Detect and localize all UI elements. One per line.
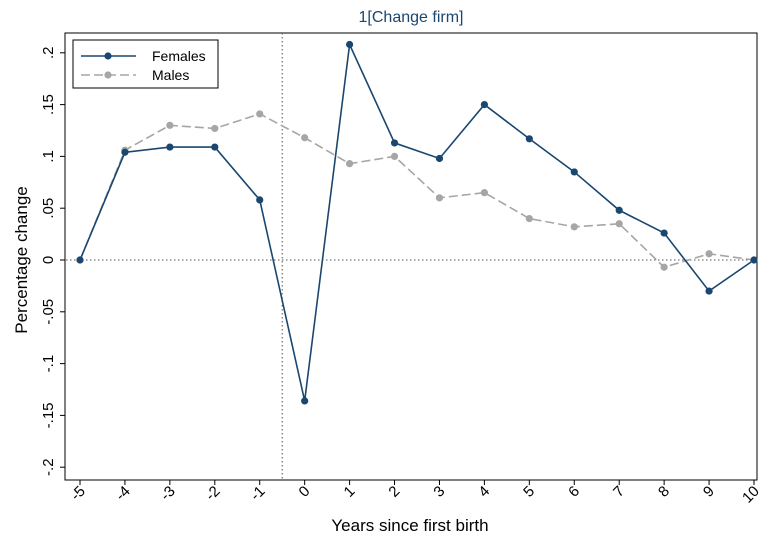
data-point-females [211, 143, 219, 151]
series-line-females [79, 41, 755, 402]
data-point-females [256, 196, 264, 204]
data-point-males [660, 263, 668, 271]
x-tick-label: 0 [296, 483, 314, 501]
y-tick-label: -.05 [40, 299, 57, 325]
x-tick-label: -4 [112, 483, 133, 504]
data-point-males [346, 160, 354, 168]
legend: Females Males [72, 39, 219, 89]
y-tick-label: 0 [40, 256, 57, 264]
data-point-females [121, 148, 129, 156]
x-tick-label: 1 [341, 483, 359, 501]
y-axis-label: Percentage change [12, 186, 31, 333]
x-tick-label: 6 [565, 483, 583, 501]
data-point-females [390, 139, 399, 147]
series-line-males [79, 113, 755, 269]
data-point-males [615, 220, 623, 228]
x-tick-label: 9 [700, 483, 718, 501]
x-tick-label: -3 [157, 483, 178, 504]
x-tick-label: 10 [739, 483, 759, 507]
x-tick-label: 4 [475, 483, 493, 501]
data-point-females [705, 287, 713, 295]
x-tick-label: -5 [67, 483, 88, 504]
data-point-males [390, 152, 399, 160]
y-tick-label: .2 [40, 47, 57, 60]
data-point-males [570, 223, 578, 231]
x-tick-label: 3 [430, 483, 448, 501]
plot-frame [64, 32, 758, 481]
data-point-females [76, 256, 84, 264]
y-tick-label: .05 [40, 198, 57, 219]
data-point-males [525, 214, 533, 223]
data-point-males [480, 189, 488, 197]
x-tick-label: -1 [247, 483, 268, 504]
legend-label-females: Females [152, 48, 206, 64]
y-tick-label: -.2 [40, 458, 57, 476]
data-point-females [750, 256, 758, 264]
data-point-females [660, 229, 668, 237]
chart-title: 1[Change firm] [359, 9, 464, 26]
data-point-males [211, 124, 219, 133]
data-point-males [256, 110, 264, 118]
x-tick-label: 5 [520, 483, 538, 501]
data-point-males [705, 250, 713, 258]
x-tick-label: -2 [202, 483, 223, 504]
x-tick-label: 7 [610, 483, 628, 501]
legend-label-males: Males [152, 67, 189, 83]
y-tick-label: -.1 [40, 355, 57, 373]
y-tick-label: -.15 [40, 402, 57, 428]
y-tick-label: .1 [40, 150, 57, 163]
legend-marker-males [104, 71, 112, 79]
data-point-females [435, 154, 444, 163]
data-point-females [480, 101, 488, 109]
data-point-females [301, 397, 309, 405]
x-tick-label: 8 [655, 483, 673, 501]
data-point-females [346, 40, 354, 49]
data-point-females [615, 206, 623, 214]
legend-marker-females [104, 52, 112, 60]
x-tick-label: 2 [385, 483, 403, 501]
data-point-females [166, 143, 174, 151]
data-point-females [525, 135, 533, 143]
data-point-males [301, 134, 309, 142]
data-point-males [435, 194, 444, 202]
data-point-females [570, 168, 578, 176]
data-point-males [166, 121, 174, 129]
legend-box [72, 39, 219, 89]
x-axis-label: Years since first birth [331, 516, 488, 535]
y-tick-label: .15 [40, 94, 57, 115]
